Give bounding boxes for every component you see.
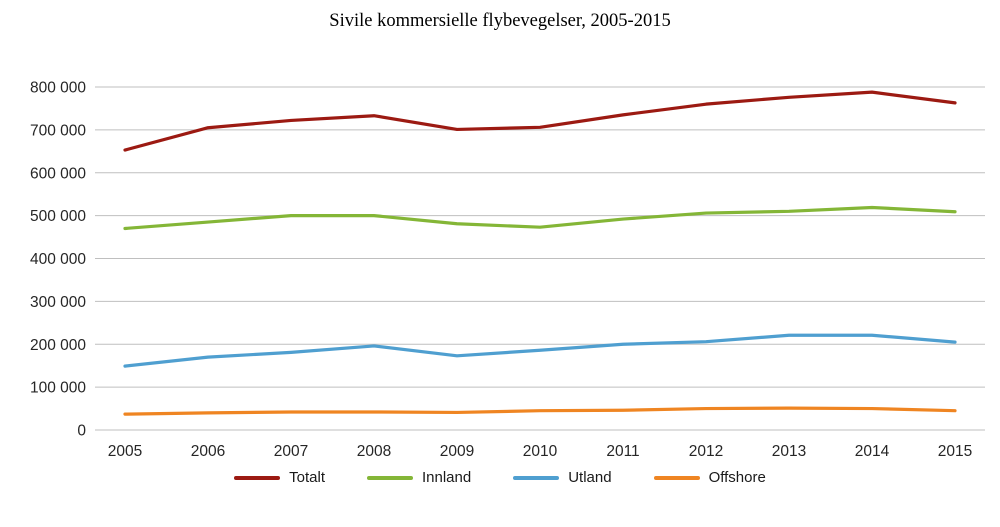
x-axis-tick-label: 2008	[357, 443, 391, 460]
x-axis-tick-label: 2013	[772, 443, 806, 460]
y-axis-tick-label: 600 000	[30, 165, 86, 182]
y-axis-tick-label: 300 000	[30, 294, 86, 311]
series-line-totalt	[123, 90, 957, 152]
chart-title: Sivile kommersielle flybevegelser, 2005-…	[329, 11, 671, 31]
legend-swatch-icon	[653, 475, 700, 480]
series-line-innland	[123, 205, 957, 231]
legend-label: Offshore	[708, 469, 766, 486]
x-axis-tick-label: 2012	[689, 443, 723, 460]
x-axis-tick-label: 2015	[938, 443, 972, 460]
legend-item-innland: Innland	[367, 469, 471, 486]
legend-swatch-icon	[234, 475, 281, 480]
x-axis-tick-label: 2011	[606, 443, 639, 460]
y-axis-tick-label: 500 000	[30, 208, 86, 225]
series-line-offshore	[123, 406, 957, 416]
legend-label: Totalt	[289, 469, 325, 486]
legend-swatch-icon	[367, 475, 413, 480]
legend-label: Innland	[422, 469, 472, 486]
y-axis-tick-label: 400 000	[30, 251, 86, 268]
x-axis-tick-label: 2006	[191, 443, 225, 460]
series-line-utland	[123, 333, 957, 368]
y-axis-tick-label: 800 000	[30, 80, 86, 97]
y-axis-tick-label: 200 000	[30, 337, 86, 354]
x-axis-tick-label: 2009	[440, 443, 474, 460]
x-axis-tick-label: 2005	[108, 443, 142, 460]
legend-item-offshore: Offshore	[653, 469, 766, 486]
x-axis-tick-label: 2014	[855, 443, 890, 460]
legend-item-totalt: Totalt	[234, 469, 325, 486]
y-axis-tick-label: 0	[77, 423, 86, 440]
y-axis-tick-label: 700 000	[30, 122, 86, 139]
x-axis-tick-label: 2010	[523, 443, 558, 460]
legend-item-utland: Utland	[513, 469, 612, 486]
legend-label: Utland	[568, 469, 612, 486]
y-axis-tick-label: 100 000	[30, 380, 86, 397]
x-axis-tick-label: 2007	[274, 443, 308, 460]
chart-legend: Totalt Innland Utland Offshore	[0, 469, 1000, 486]
legend-swatch-icon	[513, 475, 560, 480]
